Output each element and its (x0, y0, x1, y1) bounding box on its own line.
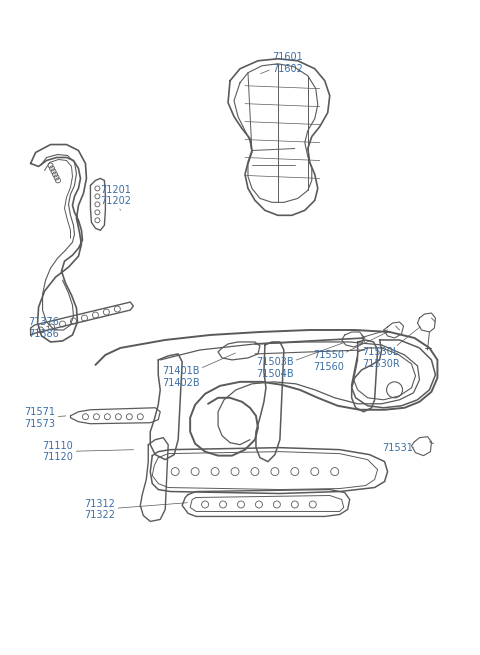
Text: 71530L
71530R: 71530L 71530R (363, 327, 420, 369)
Text: 71550
71560: 71550 71560 (313, 331, 389, 371)
Text: 71401B
71402B: 71401B 71402B (162, 353, 236, 388)
Text: 71571
71573: 71571 71573 (24, 407, 66, 428)
Text: 71201
71202: 71201 71202 (100, 185, 132, 210)
Text: 71312
71322: 71312 71322 (84, 498, 187, 520)
Text: 71376
71386: 71376 71386 (29, 317, 60, 339)
Text: 71110
71120: 71110 71120 (43, 441, 133, 462)
Text: 71531: 71531 (383, 443, 413, 453)
Text: 71601
71602: 71601 71602 (261, 52, 303, 73)
Text: 71503B
71504B: 71503B 71504B (256, 343, 343, 379)
